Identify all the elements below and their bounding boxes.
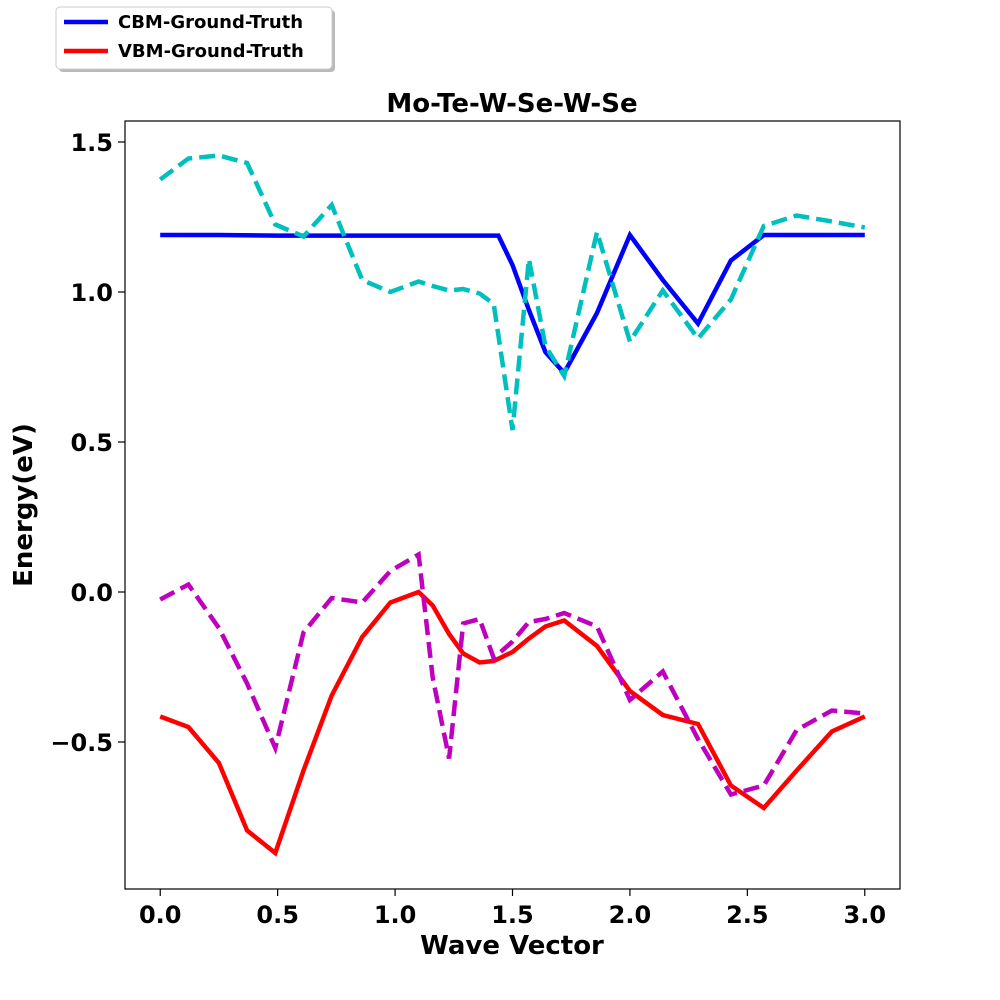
- x-tick-label: 2.5: [726, 901, 769, 929]
- y-tick-label: 1.0: [70, 279, 113, 307]
- series-line-dashed-3: [159, 550, 866, 798]
- legend-entries: CBM-Ground-Truth VBM-Ground-Truth: [64, 12, 304, 62]
- y-tick-label: 0.0: [70, 579, 113, 607]
- series-line-dashed-2: [158, 153, 866, 431]
- x-axis-label: Wave Vector: [420, 931, 604, 961]
- y-tick-label: −0.5: [50, 729, 113, 757]
- x-tick-label: 3.0: [844, 901, 887, 929]
- legend-label: CBM-Ground-Truth: [118, 12, 303, 33]
- series-line-vbm-ground-truth: [159, 589, 866, 857]
- x-tick-label: 1.5: [491, 901, 534, 929]
- y-tick-label: 1.5: [70, 129, 113, 157]
- legend-box: [55, 6, 333, 70]
- x-tick-label: 0.5: [256, 901, 299, 929]
- legend-label: VBM-Ground-Truth: [118, 41, 304, 62]
- x-axis: 0.0 0.5 1.0 1.5 2.0 2.5 3.0: [139, 889, 886, 929]
- y-axis-label: Energy(eV): [9, 423, 39, 587]
- y-axis: −0.5 0.0 0.5 1.0 1.5: [50, 129, 125, 757]
- x-tick-label: 1.0: [374, 901, 417, 929]
- legend: CBM-Ground-Truth VBM-Ground-Truth: [55, 6, 335, 72]
- series-line-cbm-ground-truth: [160, 230, 865, 377]
- y-tick-label: 0.5: [70, 429, 113, 457]
- x-tick-label: 0.0: [139, 901, 182, 929]
- plot-area: [158, 153, 866, 857]
- chart-title: Mo-Te-W-Se-W-Se: [386, 89, 637, 119]
- x-tick-label: 2.0: [609, 901, 652, 929]
